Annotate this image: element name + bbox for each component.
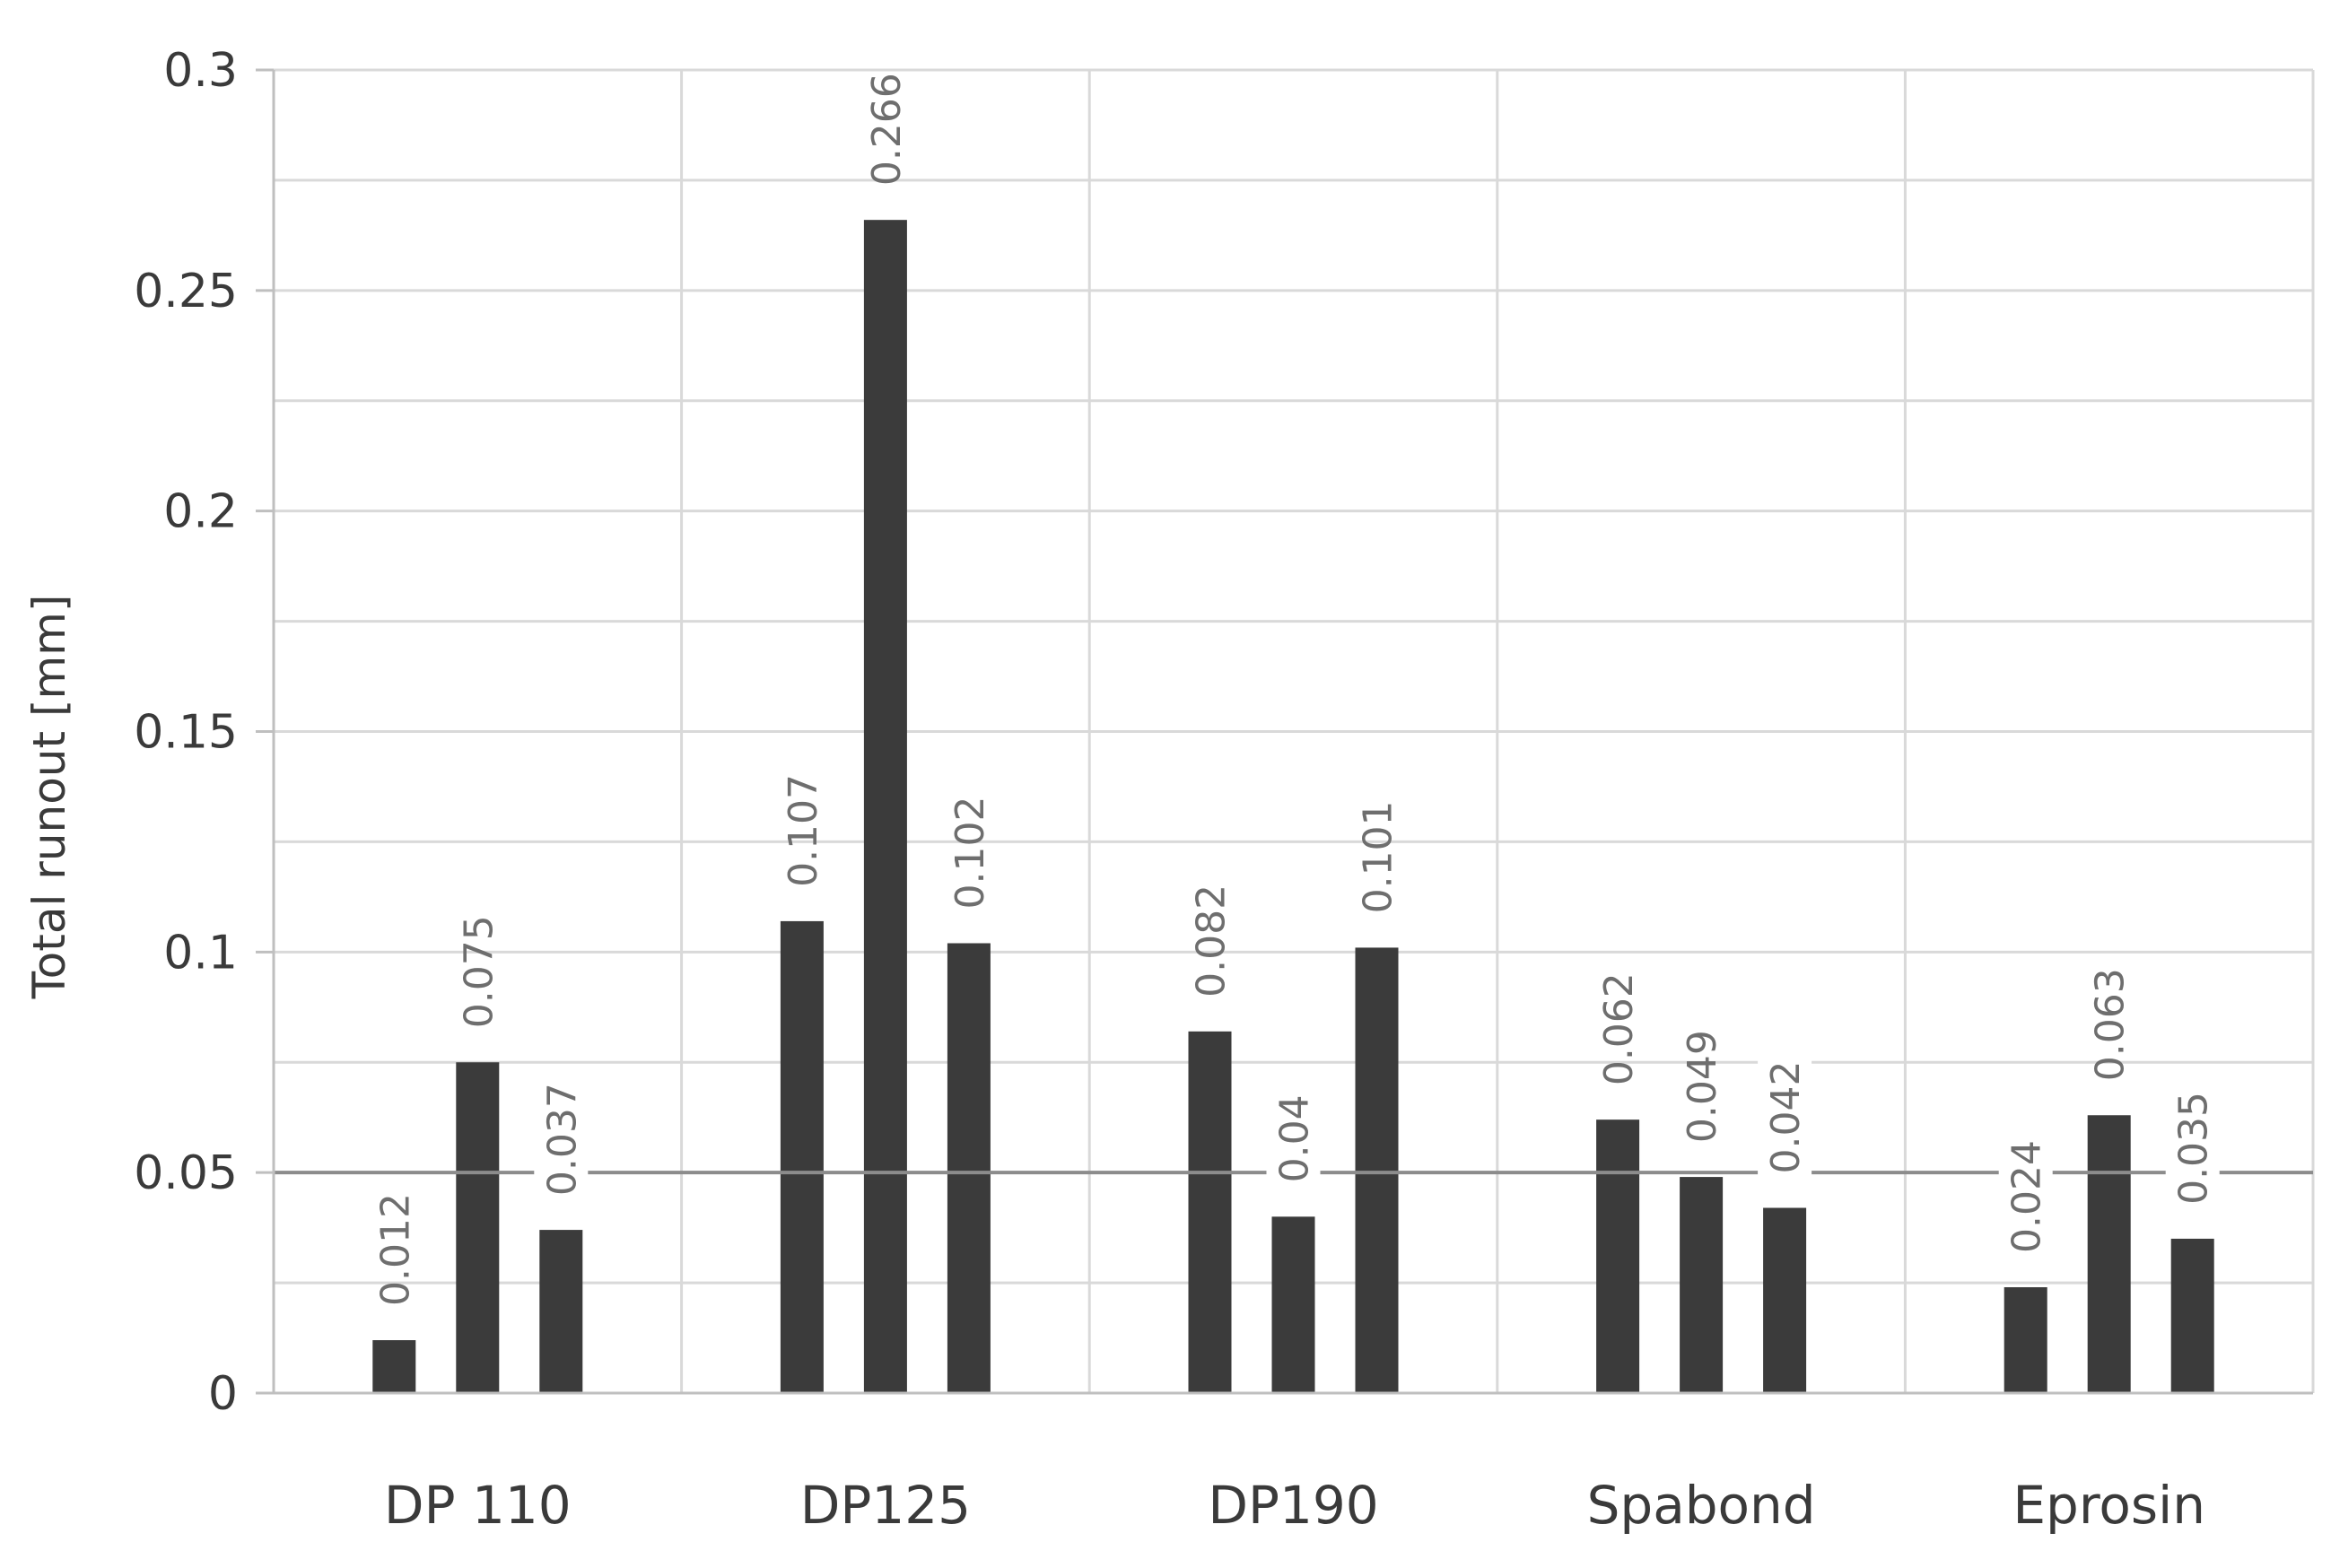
data-label: 0.024 [2004,1140,2050,1253]
bar [2004,1287,2047,1393]
data-label: 0.04 [1272,1094,1318,1182]
data-label: 0.049 [1680,1030,1725,1143]
y-tick-label: 0.1 [163,926,238,980]
y-tick-label: 0.3 [163,44,238,98]
data-label-background [534,1069,589,1202]
data-label: 0.037 [539,1083,585,1196]
bar [2170,1238,2214,1393]
x-category-label: Spabond [1587,1475,1816,1536]
data-labels: 0.012 0.075 0.037 0.107 0.266 0.102 0.082 0.04 0… [372,73,2220,1306]
bar [539,1230,583,1393]
data-label: 0.063 [2088,968,2134,1081]
data-label: 0.062 [1596,972,1642,1085]
bar [1763,1207,1807,1393]
y-tick-label: 0.2 [163,485,238,539]
y-tick-label: 0.05 [134,1146,238,1200]
data-label: 0.082 [1189,884,1235,997]
data-label-background [2165,1077,2220,1210]
data-label: 0.035 [2171,1092,2217,1205]
y-tick-label: 0.25 [134,265,238,318]
bar [1271,1216,1315,1393]
data-label: 0.102 [947,797,993,910]
x-category-label: DP190 [1208,1475,1378,1536]
bar [947,943,991,1393]
data-label: 0.266 [864,73,910,186]
y-tick-label: 0 [208,1367,238,1421]
axes: 0 0.05 0.1 0.15 0.2 0.25 0.3 DP 110 DP125 DP190 Sp… [134,44,2313,1536]
bar [2087,1115,2131,1393]
data-label: 0.101 [1356,800,1401,913]
bar [863,220,907,1394]
data-label: 0.075 [456,915,502,1028]
data-label-background [1998,1127,2053,1259]
x-category-label: DP125 [800,1475,971,1536]
bars [372,220,2214,1394]
y-tick-label: 0.15 [134,706,238,760]
data-label: 0.107 [781,774,826,887]
bar [456,1062,500,1393]
bar [1596,1119,1640,1393]
bar [1188,1031,1232,1393]
bar [372,1340,416,1393]
y-axis-title: Total runout [mm] [23,595,75,1000]
data-label-background [1266,1080,1321,1189]
x-category-label: DP 110 [384,1475,572,1536]
bar [1680,1177,1724,1393]
data-label: 0.012 [372,1193,418,1306]
bar [780,920,824,1393]
bar [1355,947,1399,1393]
data-label: 0.042 [1763,1061,1809,1174]
x-category-label: Eprosin [2012,1475,2205,1536]
data-label-background [1758,1047,1812,1180]
